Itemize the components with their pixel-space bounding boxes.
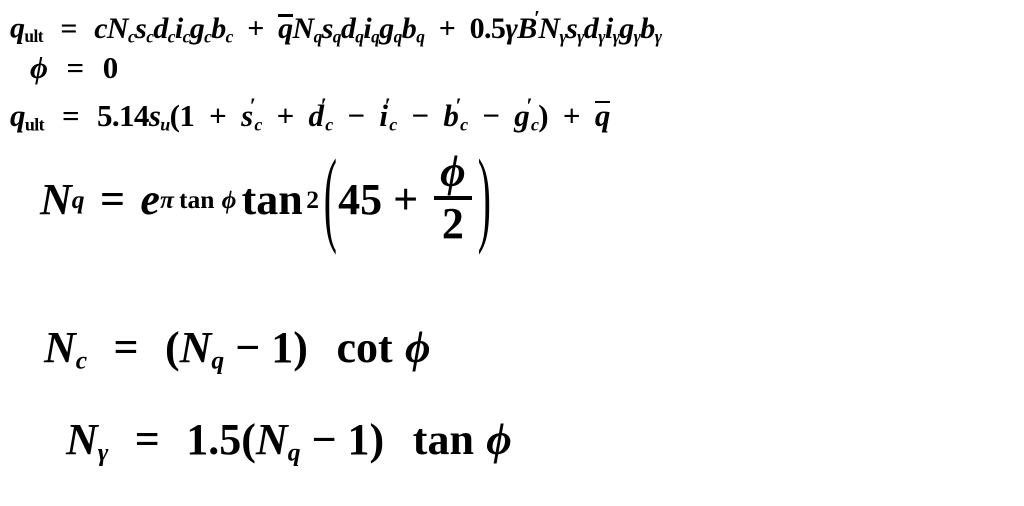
coef: 1.5 [186,415,241,464]
plus: + [382,178,429,222]
sub-gamma: γ [98,437,109,466]
equals: = [56,50,95,85]
eq-line6: Nγ = 1.5(Nq−1) tan ϕ [66,418,512,465]
const-45: 45 [338,178,382,222]
var-q: q [10,12,24,45]
coef: 5.14 [97,98,149,133]
sub-c: c [76,345,87,374]
cot: cot [337,323,397,372]
frac-phi2: ϕ 2 [434,150,473,246]
frac-num: ϕ [434,150,473,196]
tan: tan [242,178,307,222]
lparen-icon: ( [324,150,337,245]
equals: = [119,415,175,464]
exp-sup: π tan ϕ [160,187,236,213]
minus: − [224,323,271,372]
term1: cNcscdcicgcbc [94,12,239,45]
phi: ϕ [30,50,48,85]
eq-line1: qult = cNcscdcicgcbc + qNqsqdqiqgqbq + 0… [10,8,661,45]
sub-ult: ult [24,26,43,46]
var-q: q [10,98,25,133]
plus: + [269,98,302,133]
plus: + [555,98,588,133]
eq-line2: ϕ = 0 [30,52,118,83]
rparen-icon: ) [477,150,490,245]
zero: 0 [103,50,119,85]
var-N: N [44,323,76,372]
minus: − [475,98,508,133]
tan-pow: 2 [306,187,319,213]
var-N: N [40,178,72,222]
equals: = [50,12,88,45]
minus: − [300,415,347,464]
equals: = [98,323,154,372]
eq-line4: Nq = eπ tan ϕ tan2 ( 45 + ϕ 2 ) [40,152,491,248]
tan: tan [413,415,478,464]
plus2: + [431,12,463,45]
equations-page: qult = cNcscdcicgcbc + qNqsqdqiqgqbq + 0… [0,0,1024,506]
phi: ϕ [405,323,430,372]
sub-q: q [72,187,85,213]
sub-ult: ult [25,115,44,135]
eq-line3: qult = 5.14su(1 + s′c + d′c − i′c − b′c … [10,96,610,133]
equals: = [51,98,90,133]
minus: − [340,98,373,133]
term3: 0.5γB′Nγsγdγiγgγbγ [470,12,662,45]
exp-e: e [140,178,160,222]
eq-line5: Nc = (Nq−1) cot ϕ [44,326,430,373]
phi: ϕ [486,415,511,464]
frac-den: 2 [434,200,473,246]
plus1: + [240,12,272,45]
equals: = [85,178,141,222]
qbar: q [595,100,610,131]
var-N: N [66,415,98,464]
minus: − [404,98,437,133]
plus: + [201,98,234,133]
term2: qNqsqdqiqgqbq [278,12,431,45]
